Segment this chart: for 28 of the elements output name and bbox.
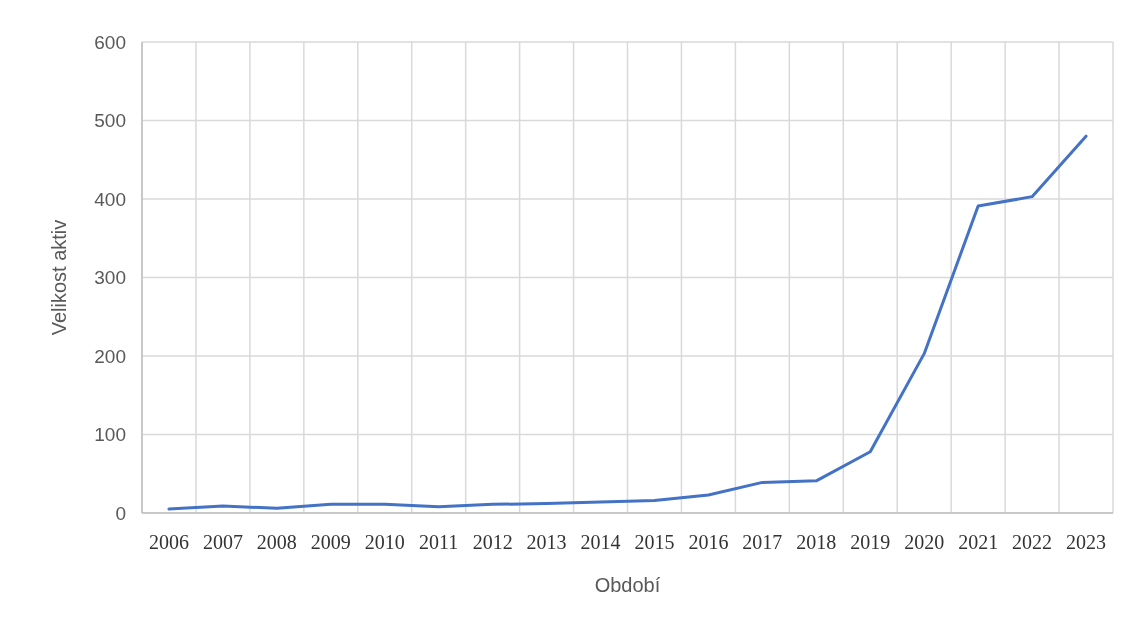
x-tick-label: 2007 <box>202 531 243 553</box>
x-tick-label: 2023 <box>1066 531 1107 553</box>
x-tick-label: 2011 <box>419 531 459 553</box>
x-tick-label: 2009 <box>310 531 351 553</box>
x-tick-label: 2019 <box>850 531 891 553</box>
x-axis-title: Období <box>594 574 661 596</box>
line-series <box>167 134 1088 511</box>
y-tick-label: 0 <box>115 502 126 524</box>
x-tick-label: 2020 <box>904 531 945 553</box>
y-tick-label: 400 <box>94 188 126 210</box>
x-tick-label: 2018 <box>796 531 837 553</box>
x-tick-label: 2015 <box>634 531 675 553</box>
x-tick-label: 2013 <box>526 531 567 553</box>
x-tick-label: 2014 <box>580 531 621 553</box>
x-tick-label: 2008 <box>256 531 297 553</box>
x-tick-label: 2022 <box>1012 531 1053 553</box>
x-tick-label: 2016 <box>688 531 729 553</box>
y-tick-label: 500 <box>94 110 126 132</box>
y-tick-label: 300 <box>94 267 126 289</box>
x-tick-label: 2006 <box>148 531 189 553</box>
y-tick-label: 200 <box>94 345 126 367</box>
y-axis-title: Velikost aktiv <box>48 219 70 336</box>
x-tick-label: 2010 <box>364 531 405 553</box>
y-tick-label: 600 <box>94 31 126 53</box>
x-tick-label: 2021 <box>958 531 999 553</box>
x-tick-label: 2017 <box>742 531 783 553</box>
y-tick-label: 100 <box>94 424 126 446</box>
x-tick-label: 2012 <box>472 531 513 553</box>
